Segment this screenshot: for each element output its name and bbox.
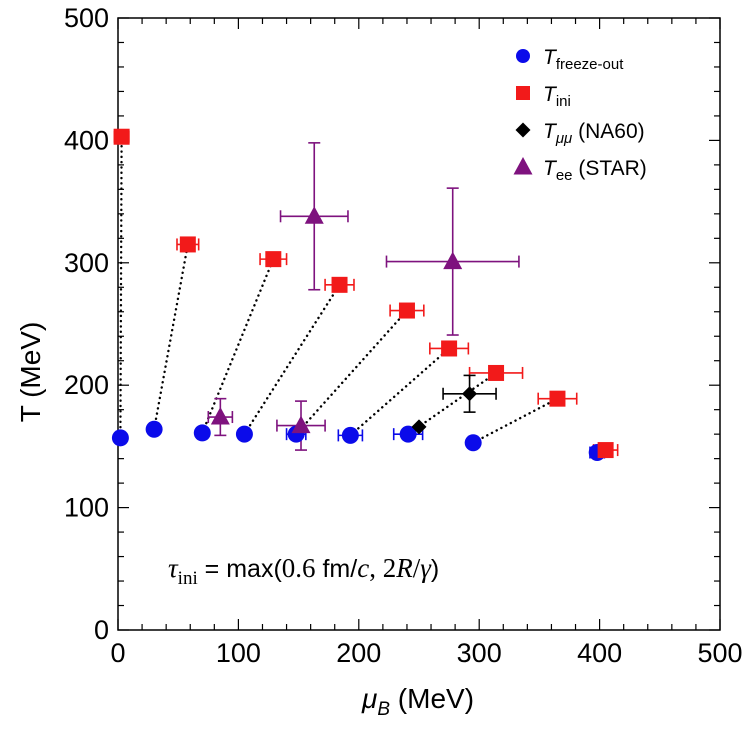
connection-line bbox=[243, 283, 341, 436]
circle-point bbox=[193, 424, 211, 442]
circle-point bbox=[235, 425, 253, 443]
legend-label-symbol: T bbox=[543, 120, 558, 143]
legend-label: Tee (STAR) bbox=[543, 157, 647, 184]
diamond-point bbox=[462, 386, 478, 402]
anno-slash: / bbox=[413, 553, 421, 583]
square-point bbox=[488, 364, 505, 381]
x-axis-title-unit: (MeV) bbox=[390, 683, 474, 714]
triangle-point bbox=[291, 415, 311, 434]
x-tick-label: 100 bbox=[216, 638, 261, 668]
x-tick-label: 400 bbox=[577, 638, 622, 668]
legend-marker-diamond bbox=[515, 122, 531, 138]
triangle-point bbox=[304, 206, 324, 224]
y-tick-label: 0 bbox=[94, 615, 109, 645]
anno-c: c bbox=[357, 553, 369, 583]
triangle-point bbox=[210, 407, 230, 425]
connection-line bbox=[471, 397, 559, 444]
square-point bbox=[265, 251, 282, 268]
connection-line bbox=[152, 243, 190, 431]
square-point bbox=[331, 276, 348, 293]
x-tick-label: 200 bbox=[336, 638, 381, 668]
connection-line bbox=[406, 371, 498, 436]
legend-label-symbol: T bbox=[543, 46, 558, 69]
legend-label-subscript: μμ bbox=[555, 130, 572, 147]
legend-label: Tμμ (NA60) bbox=[543, 120, 645, 147]
y-tick-label: 500 bbox=[64, 3, 109, 33]
legend-label-symbol: T bbox=[543, 83, 558, 106]
x-axis-title-subscript: B bbox=[377, 699, 390, 720]
anno-sep: , 2 bbox=[369, 553, 396, 583]
x-tick-label: 500 bbox=[697, 638, 742, 668]
circle-point bbox=[145, 420, 163, 438]
square-point bbox=[113, 128, 130, 145]
legend-label: Tini bbox=[543, 83, 571, 110]
anno-close: ) bbox=[431, 555, 439, 583]
y-tick-label: 200 bbox=[64, 370, 109, 400]
x-axis-title: μB (MeV) bbox=[361, 683, 474, 720]
square-point bbox=[179, 236, 196, 253]
anno-num: 0.6 bbox=[282, 553, 316, 583]
connection-line bbox=[294, 309, 409, 436]
y-axis-title: T (MeV) bbox=[15, 322, 46, 423]
axis-ticks bbox=[117, 17, 721, 631]
legend-label: Tfreeze-out bbox=[543, 46, 624, 73]
legend-label-symbol: T bbox=[543, 157, 558, 180]
square-point bbox=[398, 302, 415, 319]
tau-ini-annotation: τini = max(0.6 fm/c, 2R/γ) bbox=[168, 553, 439, 589]
diamond-point bbox=[411, 419, 427, 435]
legend-label-subscript: ini bbox=[556, 93, 571, 110]
legend-label-rest: (NA60) bbox=[572, 120, 644, 143]
circle-point bbox=[399, 425, 417, 443]
square-point bbox=[597, 442, 614, 459]
data-markers bbox=[111, 128, 614, 462]
anno-eq: = max( bbox=[198, 555, 283, 583]
triangle-point bbox=[443, 251, 463, 270]
anno-gamma: γ bbox=[420, 553, 432, 583]
square-point bbox=[549, 390, 566, 407]
legend-label-rest: (STAR) bbox=[573, 157, 647, 180]
legend-marker-square bbox=[516, 86, 530, 100]
connection-line bbox=[349, 347, 451, 437]
y-tick-label: 300 bbox=[64, 248, 109, 278]
square-point bbox=[441, 340, 458, 357]
axis-tick-labels: 0 100 200 300 400 500 0 100 200 300 400 500 bbox=[64, 3, 743, 668]
legend-label-subscript: ee bbox=[556, 167, 573, 184]
legend-marker-circle bbox=[516, 49, 530, 63]
x-tick-label: 0 bbox=[110, 638, 125, 668]
circle-point bbox=[111, 429, 129, 447]
anno-tau-sub: ini bbox=[178, 568, 198, 589]
anno-tau: τ bbox=[168, 553, 179, 583]
y-tick-label: 100 bbox=[64, 493, 109, 523]
legend-label-subscript: freeze-out bbox=[556, 56, 624, 73]
x-axis-title-symbol: μ bbox=[361, 683, 377, 714]
connection-line bbox=[201, 257, 275, 435]
circle-point bbox=[464, 434, 482, 452]
circle-point bbox=[341, 426, 359, 444]
legend-marker-triangle bbox=[513, 157, 533, 175]
anno-R: R bbox=[395, 553, 413, 583]
plot-frame bbox=[117, 17, 721, 631]
x-tick-label: 300 bbox=[457, 638, 502, 668]
anno-unit: fm/ bbox=[316, 555, 358, 583]
y-tick-label: 400 bbox=[64, 125, 109, 155]
dotted-connections bbox=[119, 135, 559, 444]
